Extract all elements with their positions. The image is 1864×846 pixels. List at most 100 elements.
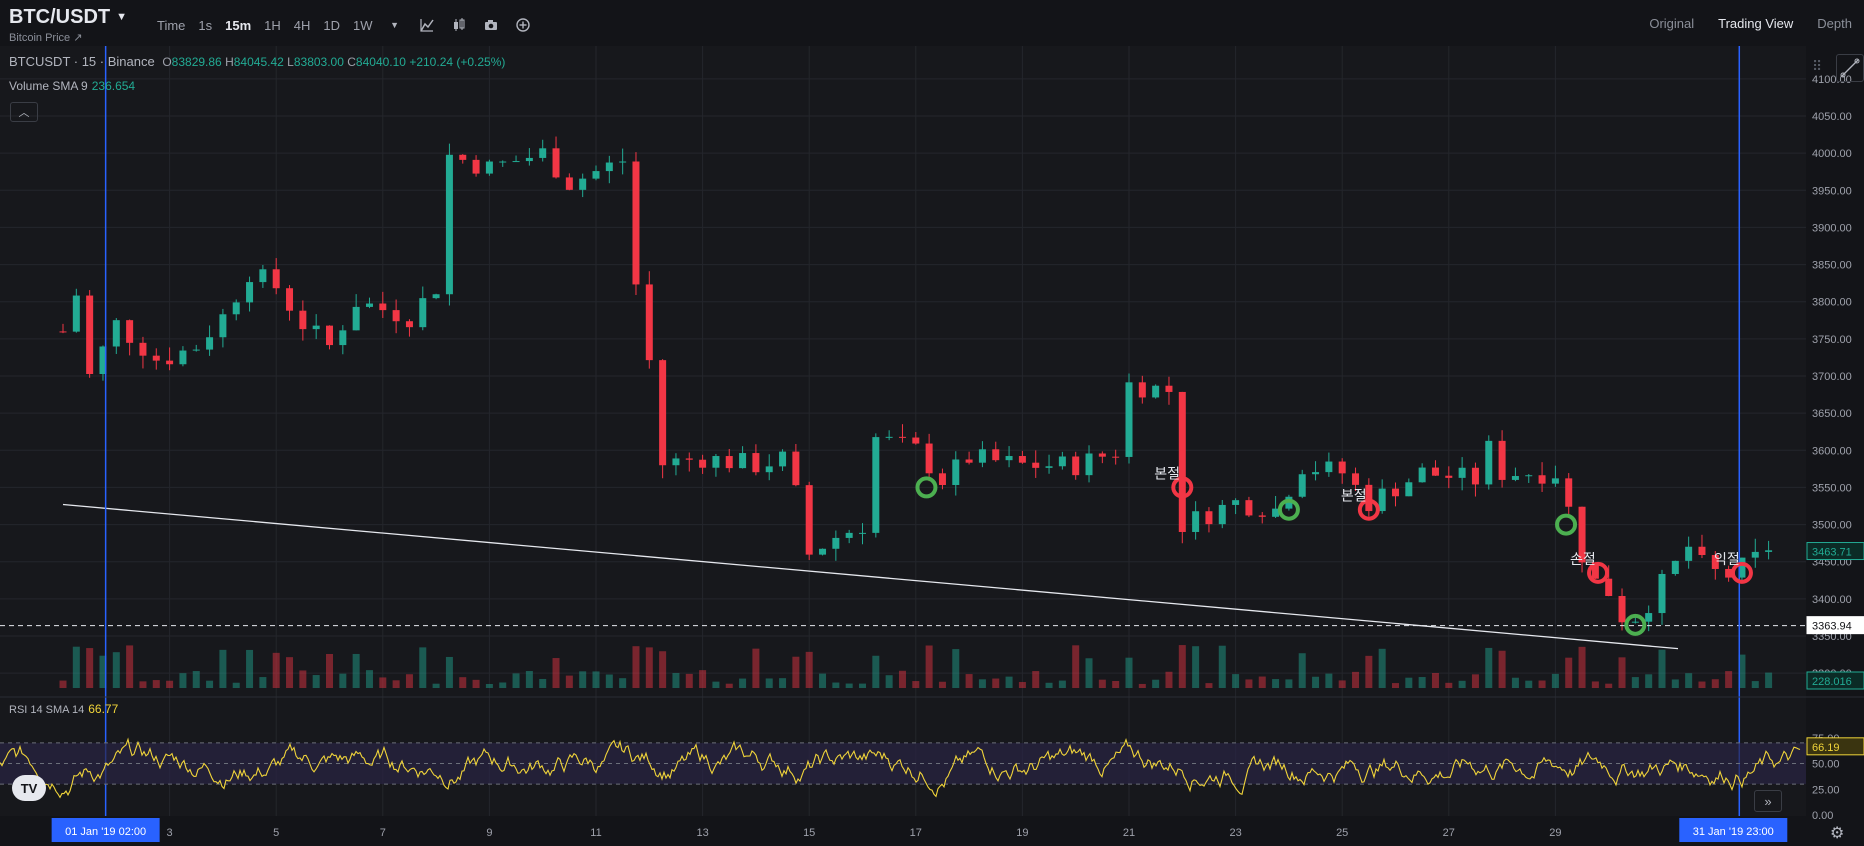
candle-body (645, 284, 653, 361)
view-original[interactable]: Original (1649, 16, 1695, 31)
candle-body (992, 449, 1000, 461)
drag-handle-icon[interactable]: ⠿ (1812, 58, 1823, 74)
last-price-tag: 3463.71 (1812, 547, 1852, 559)
price-axis-label: 3550.00 (1812, 482, 1852, 494)
candle-body (1765, 550, 1773, 552)
indicators-icon[interactable] (418, 16, 436, 34)
candle-body (1565, 478, 1573, 507)
time-axis-label: 23 (1229, 827, 1241, 839)
volume-bar (1232, 674, 1240, 688)
candle-body (672, 458, 680, 466)
timeframe-4h[interactable]: 4H (293, 17, 311, 33)
timeframe-1h[interactable]: 1H (264, 17, 281, 33)
volume-bar (1685, 673, 1693, 688)
volume-bar (1431, 672, 1439, 688)
candle-body (1138, 382, 1146, 398)
volume-bar (166, 680, 174, 688)
candle-body (326, 325, 333, 346)
candle-body (819, 548, 827, 555)
timeframe-dropdown-icon[interactable]: ▼ (390, 20, 399, 30)
symbol-selector[interactable]: BTC/USDT ▼ (9, 6, 127, 29)
volume-bar (832, 682, 840, 688)
chart-type-icon[interactable] (450, 16, 468, 34)
candle-body (1072, 456, 1080, 476)
scroll-to-realtime-button[interactable]: » (1754, 790, 1782, 812)
candle-body (1298, 474, 1306, 497)
camera-icon[interactable] (482, 16, 500, 34)
candle-body (1352, 473, 1360, 485)
candle-body (685, 458, 693, 460)
time-axis-label: 21 (1123, 827, 1135, 839)
volume-bar (1178, 645, 1186, 688)
volume-bar (1605, 683, 1613, 688)
time-axis-label: 9 (486, 827, 492, 839)
volume-bar (1445, 682, 1453, 688)
collapse-legend-button[interactable]: ︿ (10, 102, 38, 122)
volume-bar (685, 673, 693, 688)
candle-body (605, 162, 613, 172)
volume-bar (792, 656, 800, 688)
volume-bar (1658, 649, 1666, 688)
candle-body (179, 350, 187, 365)
symbol-subtitle-link[interactable]: Bitcoin Price ↗ (9, 32, 83, 44)
candle-body (405, 321, 413, 328)
candle-body (712, 456, 720, 468)
gear-icon[interactable]: ⚙ (1830, 825, 1845, 842)
trade-marker-sell (1587, 561, 1610, 584)
price-axis-label: 3700.00 (1812, 371, 1852, 383)
timeframe-time[interactable]: Time (157, 17, 186, 33)
candle-body (272, 269, 280, 289)
volume-bar (739, 678, 747, 688)
volume-bar (499, 682, 507, 688)
time-axis-label: 13 (696, 827, 708, 839)
marker-price-tag: 3363.94 (1812, 621, 1852, 633)
time-axis-label: 7 (380, 827, 386, 839)
candle-body (1631, 621, 1639, 623)
time-marker-start-box (51, 818, 160, 842)
candle-body (1045, 466, 1053, 468)
candle-body (792, 451, 800, 486)
timeframe-1w[interactable]: 1W (353, 17, 373, 33)
candle-body (1498, 440, 1506, 480)
time-axis-label: 27 (1443, 827, 1455, 839)
volume-bar (552, 658, 560, 688)
candle-body (512, 161, 520, 163)
candle-body (1005, 456, 1013, 461)
candle-body (1338, 461, 1346, 474)
volume-bar (992, 678, 1000, 688)
time-axis-label: 25 (1336, 827, 1348, 839)
add-icon[interactable] (514, 16, 532, 34)
volume-bar (645, 647, 653, 688)
rsi-axis-label: 25.00 (1812, 784, 1840, 796)
candle-body (898, 436, 906, 438)
legend-low: 83803.00 (293, 55, 344, 69)
marker-price-tag-box (1806, 616, 1864, 635)
timeframe-15m[interactable]: 15m (225, 17, 252, 33)
volume-bar (1591, 681, 1599, 688)
candle-body (699, 459, 707, 468)
candle-body (445, 154, 453, 295)
volume-bar (965, 674, 973, 688)
timeframe-1s[interactable]: 1s (198, 17, 213, 33)
candle-body (1591, 562, 1599, 579)
volume-bar (925, 645, 933, 688)
candle-body (1178, 391, 1186, 532)
volume-bar (632, 646, 640, 688)
volume-bar (1392, 683, 1399, 688)
timeframe-1d[interactable]: 1D (323, 17, 341, 33)
candle-body (299, 310, 307, 330)
volume-price-tag-box (1806, 671, 1864, 690)
volume-bar (1365, 655, 1373, 688)
candle-body (1658, 573, 1666, 614)
drawing-tool-button[interactable] (1836, 54, 1864, 82)
price-axis-label: 3900.00 (1812, 222, 1852, 234)
view-depth[interactable]: Depth (1817, 16, 1852, 31)
volume-bar (179, 673, 187, 688)
view-trading-view[interactable]: Trading View (1718, 16, 1794, 31)
candle-body (965, 459, 973, 463)
candle-body (1232, 500, 1240, 505)
candle-body (832, 537, 840, 549)
volume-bar (1058, 680, 1066, 688)
tradingview-logo[interactable]: TV (12, 775, 46, 801)
